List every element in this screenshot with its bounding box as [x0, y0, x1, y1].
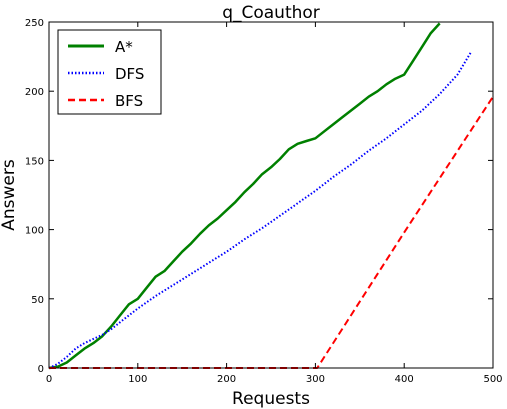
x-tick-label: 0 [46, 374, 52, 385]
chart-title: q_Coauthor [222, 3, 320, 23]
y-tick-label: 100 [25, 226, 44, 237]
x-tick-label: 400 [395, 374, 414, 385]
series-line-a [48, 22, 441, 370]
y-axis-label: Answers [0, 159, 19, 231]
y-tick-label: 200 [25, 87, 44, 98]
x-tick-label: 100 [128, 374, 147, 385]
legend-label: BFS [115, 92, 143, 110]
y-tick-label: 250 [25, 18, 44, 29]
x-tick-label: 500 [483, 374, 502, 385]
axis-ticks: 0 100 200 300 400 500 0 50 100 150 200 250 [25, 18, 503, 385]
legend-box [57, 29, 162, 115]
y-tick-label: 50 [31, 295, 44, 306]
plot-frame [48, 21, 494, 369]
legend-label: DFS [115, 65, 144, 83]
x-tick-label: 300 [306, 374, 325, 385]
series-line-bfs [49, 96, 494, 369]
legend-label: A* [115, 38, 133, 56]
legend: A* DFS BFS [57, 29, 162, 115]
y-tick-label: 0 [38, 364, 44, 375]
x-tick-label: 200 [217, 374, 236, 385]
x-axis-label: Requests [232, 389, 310, 409]
y-tick-label: 150 [25, 156, 44, 167]
